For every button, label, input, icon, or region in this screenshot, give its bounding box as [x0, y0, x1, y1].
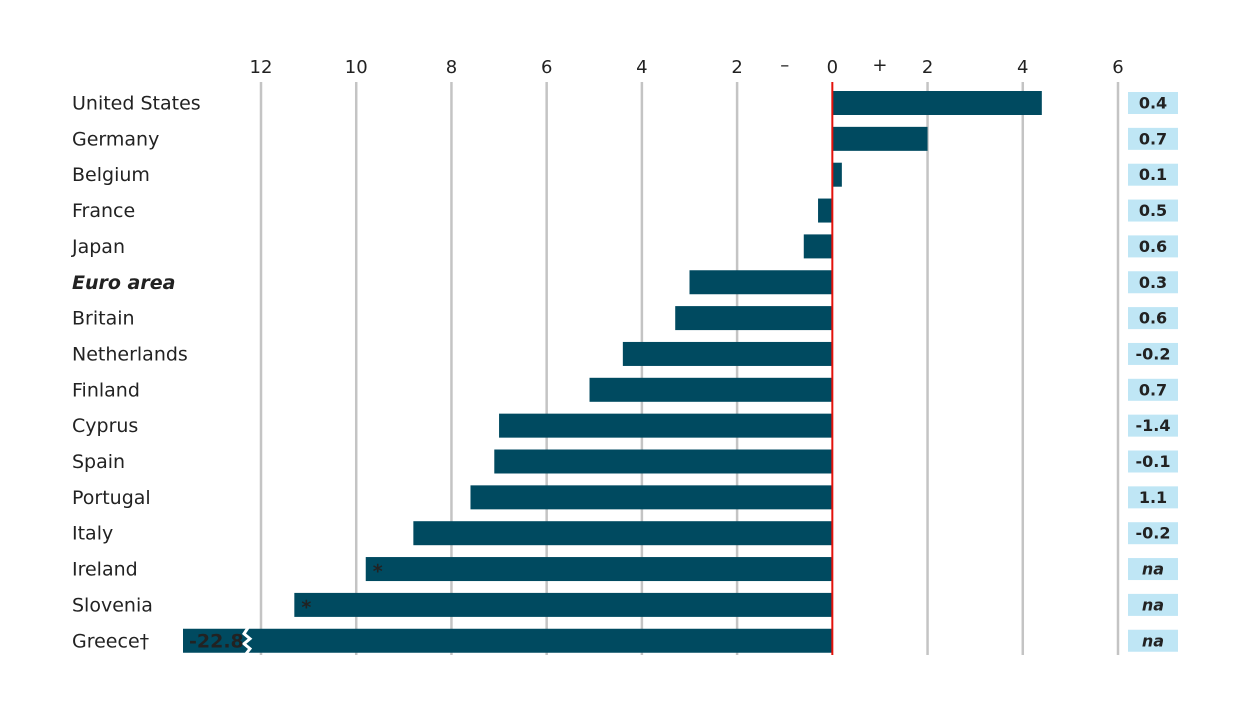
bar: [818, 198, 833, 223]
value-label: -22.8: [189, 630, 244, 652]
x-tick-label: 0: [827, 57, 838, 78]
category-label: Euro area: [72, 272, 175, 294]
x-tick-label: 2: [731, 57, 742, 78]
side-value: -0.1: [1136, 452, 1171, 471]
category-label: United States: [72, 93, 201, 115]
side-value: -1.4: [1136, 416, 1171, 435]
side-box: [1128, 558, 1178, 581]
side-value: 0.7: [1139, 380, 1167, 399]
side-value: 0.4: [1139, 94, 1167, 113]
bar: [365, 557, 833, 582]
bar: [832, 91, 1042, 115]
bar: [689, 270, 833, 295]
side-box: [1128, 163, 1178, 186]
x-tick-label: 4: [1017, 57, 1028, 78]
category-label: Germany: [72, 128, 159, 150]
side-value: -0.2: [1136, 524, 1171, 543]
side-box: [1128, 378, 1178, 401]
sign-label: +: [872, 55, 887, 76]
bar: [803, 234, 833, 259]
side-value: 0.3: [1139, 273, 1167, 292]
side-box: [1128, 414, 1178, 437]
side-box: [1128, 307, 1178, 330]
bar: [589, 377, 833, 402]
bar: [413, 521, 833, 546]
side-box: [1128, 522, 1178, 545]
category-label: Netherlands: [72, 343, 188, 365]
category-label: Belgium: [72, 164, 150, 186]
x-tick-label: 12: [250, 57, 273, 78]
category-label: Slovenia: [72, 594, 153, 616]
side-box: [1128, 271, 1178, 294]
side-value: na: [1142, 560, 1164, 579]
x-tick-label: 2: [922, 57, 933, 78]
category-label: Spain: [72, 451, 125, 473]
category-label: Portugal: [72, 487, 151, 509]
side-value: na: [1142, 595, 1164, 614]
side-box: [1128, 486, 1178, 509]
x-tick-label: 8: [446, 57, 457, 78]
side-box: [1128, 235, 1178, 258]
side-value: 0.7: [1139, 129, 1167, 148]
bar: [832, 162, 842, 187]
category-label: Ireland: [72, 559, 138, 581]
side-value: 0.5: [1139, 201, 1167, 220]
bar-note: *: [373, 561, 383, 583]
bar: [832, 126, 928, 151]
side-value: 0.6: [1139, 237, 1167, 256]
bar: [183, 628, 833, 653]
category-label: Finland: [72, 379, 140, 401]
category-label: Cyprus: [72, 415, 138, 437]
sign-label: –: [780, 55, 789, 76]
side-box: [1128, 127, 1178, 150]
category-label: Britain: [72, 308, 135, 330]
side-value: na: [1142, 631, 1164, 650]
category-label: Greece†: [72, 630, 149, 652]
side-box: [1128, 450, 1178, 473]
side-box: [1128, 342, 1178, 365]
bar: [622, 341, 833, 366]
bar: [294, 592, 833, 617]
x-tick-label: 10: [345, 57, 368, 78]
bar: [494, 449, 833, 474]
bar: [470, 485, 833, 510]
side-box: [1128, 593, 1178, 616]
side-value: 0.6: [1139, 309, 1167, 328]
axis-break: [241, 626, 253, 655]
x-tick-label: 6: [541, 57, 552, 78]
x-tick-label: 6: [1112, 57, 1123, 78]
category-label: Italy: [72, 523, 113, 545]
side-value: -0.2: [1136, 344, 1171, 363]
side-box: [1128, 199, 1178, 222]
category-label: Japan: [71, 236, 125, 258]
side-box: [1128, 92, 1178, 114]
side-value: 1.1: [1139, 488, 1167, 507]
bar: [499, 413, 833, 438]
category-label: France: [72, 200, 135, 222]
side-box: [1128, 629, 1178, 652]
side-value: 0.1: [1139, 165, 1167, 184]
bar: [675, 306, 833, 331]
x-tick-label: 4: [636, 57, 647, 78]
bar-note: *: [301, 596, 311, 618]
